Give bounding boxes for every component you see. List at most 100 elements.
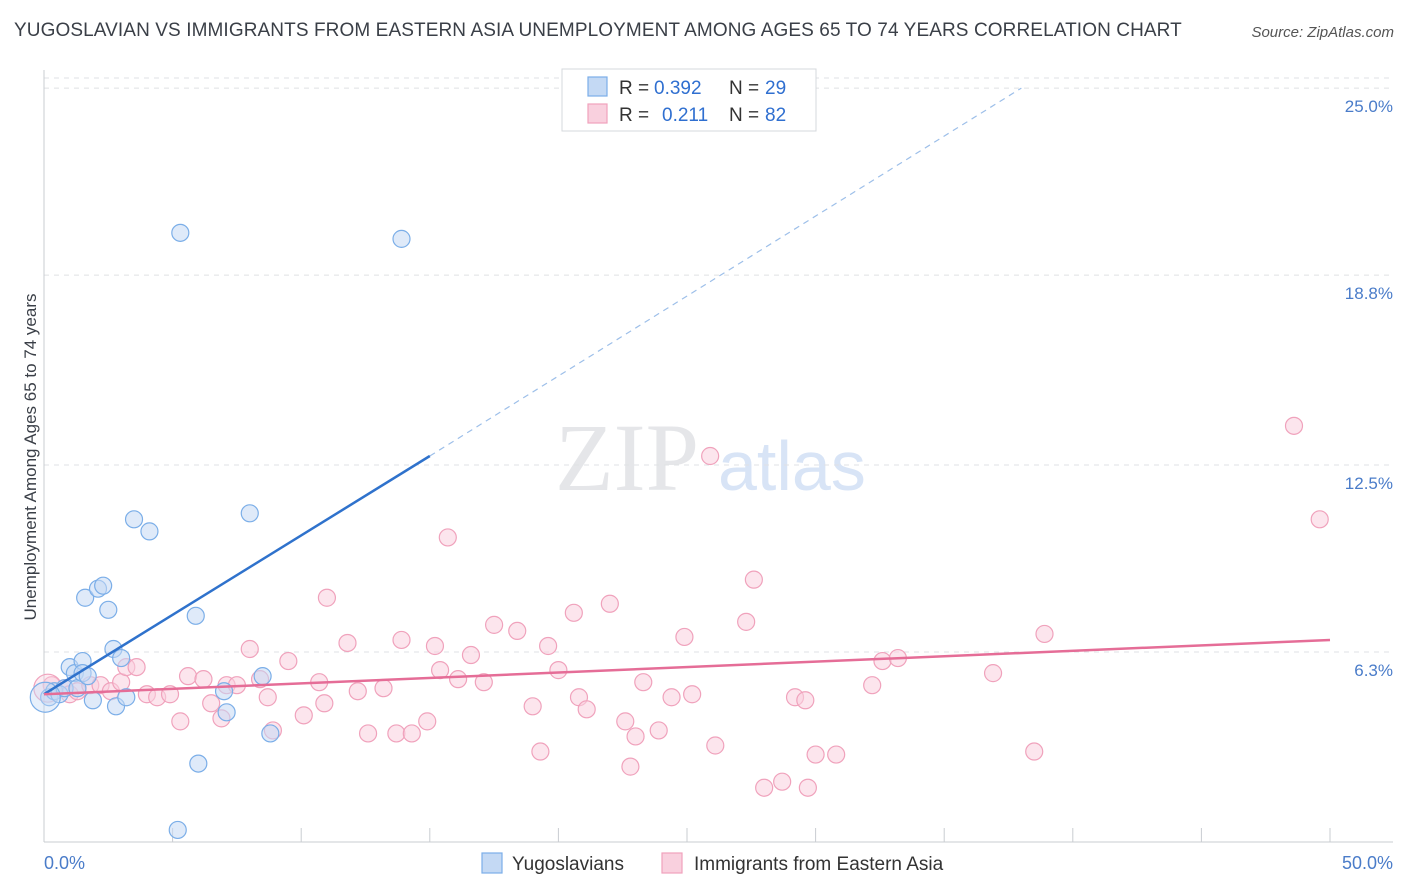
immigrants-point xyxy=(701,446,720,466)
yugoslavians-point xyxy=(392,229,411,248)
y-axis-label: Unemployment Among Ages 65 to 74 years xyxy=(21,294,40,621)
immigrants-point xyxy=(600,594,619,613)
immigrants-point xyxy=(402,724,421,743)
yugoslavians-point xyxy=(168,820,187,840)
immigrants-point xyxy=(531,742,550,761)
x-tick-label-max: 50.0% xyxy=(1342,853,1393,873)
immigrants-point xyxy=(798,778,817,797)
immigrants-point xyxy=(438,528,457,547)
y-tick-label: 18.8% xyxy=(1345,284,1393,303)
series-yugoslavians-points xyxy=(29,223,411,840)
immigrants-point xyxy=(508,621,527,641)
legend-swatch-immigrants xyxy=(587,103,608,124)
immigrants-point xyxy=(392,630,411,650)
immigrants-point xyxy=(127,657,146,677)
immigrants-point xyxy=(755,778,774,797)
immigrants-point xyxy=(662,688,681,707)
immigrants-point xyxy=(194,670,213,689)
legend-n-label-b: N = xyxy=(729,105,759,126)
watermark: ZIP atlas xyxy=(555,404,866,511)
gridlines xyxy=(44,77,1393,653)
yugoslavians-point xyxy=(171,223,190,242)
immigrants-point xyxy=(425,636,445,656)
legend-n-label-a: N = xyxy=(729,78,759,99)
yugoslavians-point xyxy=(76,588,95,607)
bottom-legend-label-immigrants: Immigrants from Eastern Asia xyxy=(694,854,944,875)
legend-swatch-yugoslavians xyxy=(587,76,608,97)
immigrants-point xyxy=(348,682,367,701)
bottom-legend: Yugoslavians Immigrants from Eastern Asi… xyxy=(481,852,944,875)
immigrants-point xyxy=(873,651,892,671)
chart-title: YUGOSLAVIAN VS IMMIGRANTS FROM EASTERN A… xyxy=(14,20,1182,41)
immigrants-point xyxy=(523,697,542,716)
immigrants-point xyxy=(202,694,221,713)
immigrants-point xyxy=(796,691,815,710)
immigrants-point xyxy=(863,676,882,695)
y-tick-label: 12.5% xyxy=(1345,474,1393,493)
trend-immigrants xyxy=(43,638,1331,696)
immigrants-point xyxy=(112,673,131,692)
y-tick-label: 6.3% xyxy=(1354,661,1393,680)
immigrants-point xyxy=(258,688,277,707)
yugoslavians-point xyxy=(186,606,205,625)
legend-r-label-b: R = xyxy=(619,105,649,126)
yugoslavians-point xyxy=(189,754,208,773)
yugoslavians-point xyxy=(117,688,136,707)
immigrants-point xyxy=(564,603,583,622)
immigrants-point xyxy=(616,712,635,731)
bottom-legend-swatch-immigrants xyxy=(661,852,683,874)
immigrants-point xyxy=(240,639,259,659)
immigrants-point xyxy=(773,772,792,791)
trend-yugoslavians xyxy=(43,454,431,696)
yugoslavians-point xyxy=(124,510,144,529)
immigrants-point xyxy=(279,651,298,671)
immigrants-point xyxy=(1025,742,1044,761)
legend-r-value-b: 0.211 xyxy=(662,105,708,126)
immigrants-point xyxy=(358,724,378,743)
immigrants-point xyxy=(539,636,558,656)
immigrants-point xyxy=(178,667,198,686)
immigrants-point xyxy=(683,685,702,704)
legend-r-value-a: 0.392 xyxy=(654,78,702,99)
immigrants-point xyxy=(387,724,406,743)
x-tick-label-min: 0.0% xyxy=(44,853,85,873)
legend-n-value-a: 29 xyxy=(765,78,786,99)
bottom-legend-swatch-yugoslavians xyxy=(481,852,503,874)
immigrants-point xyxy=(649,721,668,740)
immigrants-point xyxy=(171,712,190,731)
immigrants-point xyxy=(621,757,640,776)
y-tick-label: 25.0% xyxy=(1345,97,1393,116)
immigrants-point xyxy=(675,627,694,647)
legend-r-label-a: R = xyxy=(619,78,649,99)
immigrants-point xyxy=(634,673,653,692)
legend: R = 0.392 N = 29 R = 0.211 N = 82 xyxy=(561,68,817,132)
source-label: Source: ZipAtlas.com xyxy=(1251,24,1394,41)
x-axis-ticks xyxy=(43,828,1331,842)
legend-n-value-b: 82 xyxy=(765,105,786,126)
yugoslavians-point xyxy=(217,703,236,722)
yugoslavians-point xyxy=(140,522,159,541)
immigrants-point xyxy=(474,673,493,692)
immigrants-point xyxy=(315,694,334,713)
immigrants-point xyxy=(485,615,504,634)
immigrants-point xyxy=(577,700,596,719)
bottom-legend-label-yugoslavians: Yugoslavians xyxy=(512,854,624,875)
immigrants-point xyxy=(1035,624,1054,644)
yugoslavians-point xyxy=(94,576,113,595)
yugoslavians-point xyxy=(261,724,280,743)
immigrants-point xyxy=(744,570,763,589)
immigrants-point xyxy=(549,661,568,680)
immigrants-point xyxy=(983,664,1003,683)
immigrants-point xyxy=(338,633,357,653)
axes xyxy=(43,70,1393,843)
yugoslavians-point xyxy=(99,600,118,619)
watermark-atlas: atlas xyxy=(718,427,866,505)
immigrants-point xyxy=(1310,510,1329,529)
immigrants-point xyxy=(448,670,468,689)
yugoslavians-point xyxy=(253,667,272,686)
trend-yugoslavians-extension xyxy=(429,87,1022,457)
immigrants-point xyxy=(806,745,825,764)
yugoslavians-point xyxy=(240,504,259,523)
yugoslavians-point xyxy=(112,648,131,668)
